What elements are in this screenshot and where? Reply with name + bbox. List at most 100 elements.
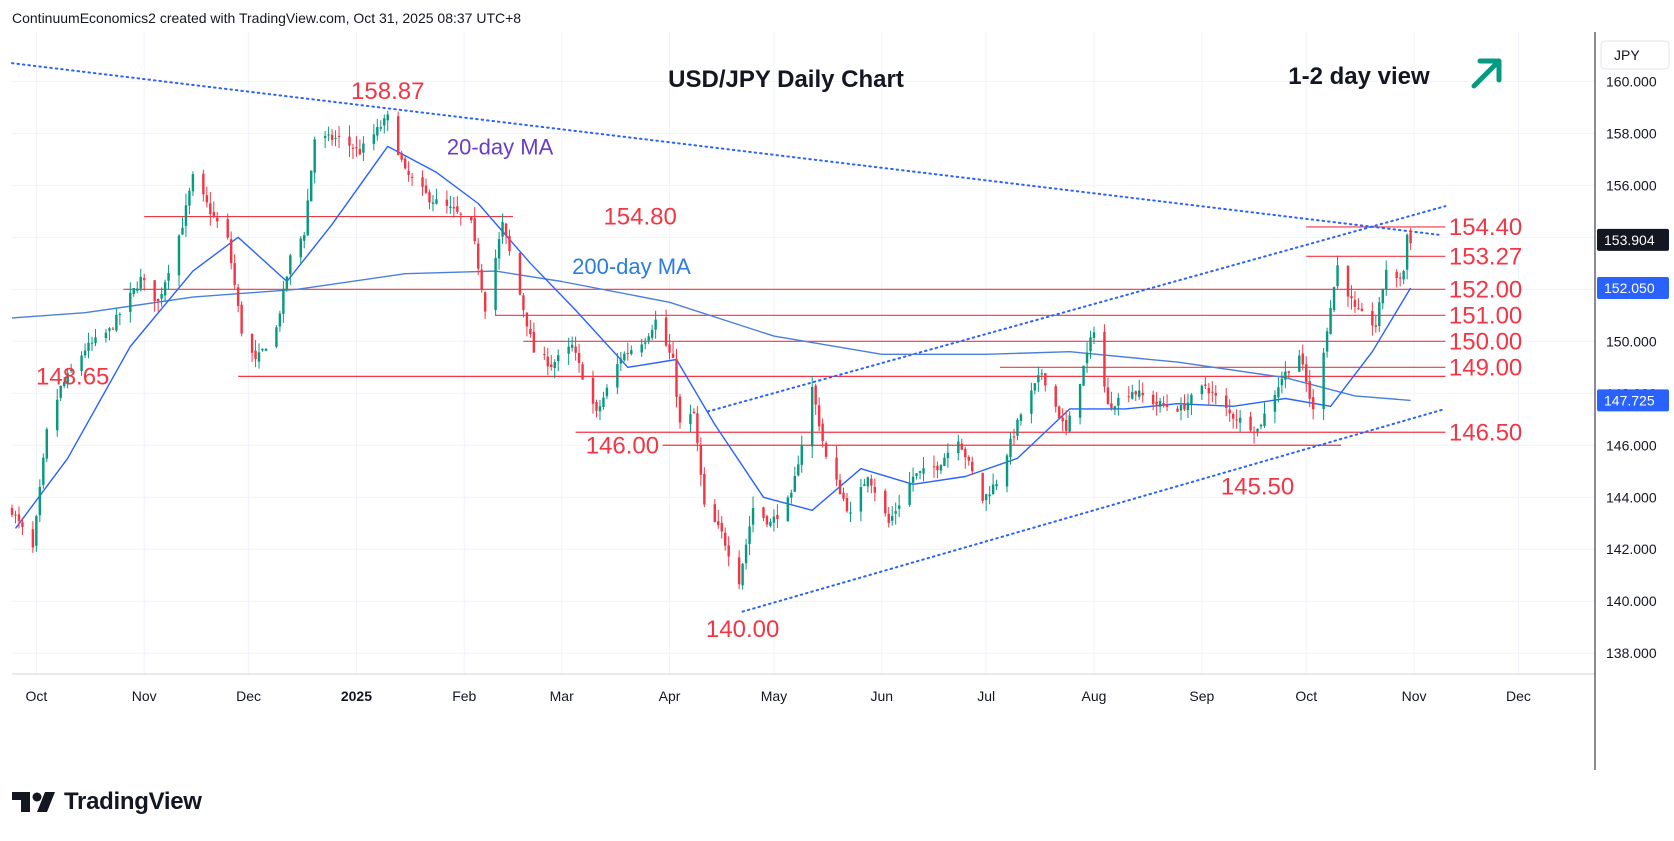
candle-body <box>567 346 570 354</box>
candle-body <box>69 369 73 372</box>
candle-body <box>1332 287 1336 310</box>
candle-body <box>1211 391 1214 393</box>
candle-body <box>1263 413 1266 427</box>
candle-body <box>202 173 205 195</box>
candle-body <box>762 507 765 518</box>
candle-body <box>309 170 313 202</box>
level-label: 154.40 <box>1449 214 1522 241</box>
x-tick-label: Jul <box>977 688 995 704</box>
candle-body <box>1301 353 1304 365</box>
candle-body <box>1235 419 1238 421</box>
x-tick-label: Jun <box>870 688 893 704</box>
candle-body <box>1103 331 1106 387</box>
tradingview-logo[interactable]: TradingView <box>12 788 202 816</box>
candle-body <box>115 314 118 331</box>
candle-body <box>1019 414 1023 421</box>
candle-body <box>94 337 97 344</box>
candle-body <box>216 217 219 222</box>
y-tick-label: 138.000 <box>1606 645 1657 661</box>
x-axis[interactable]: Oct Nov Dec 2025 Feb Mar Apr May Jun Jul Aug Sep Oct… <box>25 688 1530 704</box>
candle-body <box>1151 394 1155 405</box>
candles <box>10 110 1412 590</box>
candle-body <box>1078 384 1082 418</box>
candle-body <box>38 486 42 516</box>
candle-body <box>480 269 483 290</box>
candle-body <box>595 402 598 411</box>
candle-body <box>494 257 497 310</box>
candle-body <box>1068 415 1071 432</box>
candle-body <box>191 174 195 192</box>
candle-body <box>922 468 925 474</box>
candle-body <box>431 202 435 204</box>
candle-body <box>1204 384 1207 386</box>
candle-body <box>870 478 873 486</box>
candle-body <box>553 362 556 369</box>
candle-body <box>330 134 334 140</box>
candle-body <box>1138 390 1141 397</box>
level-label: 149.00 <box>1449 354 1522 381</box>
candle-body <box>529 328 532 335</box>
candle-body <box>229 239 233 264</box>
level-label: 154.80 <box>603 204 676 231</box>
candle-body <box>1064 420 1068 431</box>
candle-body <box>1395 271 1398 279</box>
candle-body <box>957 441 960 454</box>
candle-body <box>1044 373 1047 386</box>
candle-body <box>678 396 682 423</box>
candle-body <box>675 358 678 397</box>
candle-body <box>1360 308 1364 311</box>
candle-body <box>1131 392 1134 399</box>
candle-body <box>692 411 696 414</box>
candle-body <box>90 342 94 344</box>
candle-body <box>250 333 254 353</box>
candle-body <box>1228 409 1231 414</box>
candle-body <box>1287 371 1291 373</box>
candle-body <box>362 143 365 153</box>
candle-body <box>337 135 341 137</box>
candle-body <box>42 457 45 485</box>
candle-body <box>261 348 264 351</box>
candle-body <box>1033 383 1037 391</box>
candle-body <box>643 342 647 344</box>
candle-body <box>915 473 918 477</box>
candle-body <box>31 529 35 548</box>
candle-body <box>1127 396 1131 398</box>
candle-body <box>602 397 605 407</box>
candle-body <box>1009 438 1012 458</box>
candle-body <box>939 465 943 471</box>
level-label: 150.00 <box>1449 328 1522 355</box>
candle-body <box>1176 408 1179 412</box>
candle-body <box>1311 397 1315 410</box>
candle-body <box>303 235 306 241</box>
candle-body <box>964 448 967 458</box>
candle-body <box>936 465 939 471</box>
candle-body <box>257 352 261 362</box>
candle-body <box>943 457 946 466</box>
candle-body <box>630 350 633 355</box>
candle-body <box>1325 331 1329 352</box>
candle-body <box>574 346 577 353</box>
candle-body <box>911 476 915 483</box>
candle-body <box>456 206 459 212</box>
candle-body <box>226 219 229 238</box>
x-tick-label: Feb <box>452 688 476 704</box>
level-label: 152.00 <box>1449 276 1522 303</box>
candle-body <box>696 413 699 444</box>
candle-body <box>1231 413 1235 419</box>
y-axis[interactable]: 160.000158.000156.000154.000152.000150.0… <box>1597 73 1669 661</box>
currency-button[interactable]: JPY <box>1600 40 1670 70</box>
candle-body <box>299 238 302 258</box>
candle-body <box>1381 288 1384 304</box>
chart-title: USD/JPY Daily Chart <box>668 66 904 93</box>
candle-body <box>1398 277 1402 279</box>
candle-body <box>543 354 546 356</box>
candle-body <box>786 497 790 522</box>
candle-body <box>946 452 950 459</box>
candle-body <box>358 148 362 155</box>
candle-body <box>240 304 243 334</box>
price-tag-label: 153.904 <box>1604 232 1655 248</box>
candle-body <box>581 364 584 380</box>
candle-body <box>1238 417 1242 423</box>
candle-body <box>313 139 316 173</box>
